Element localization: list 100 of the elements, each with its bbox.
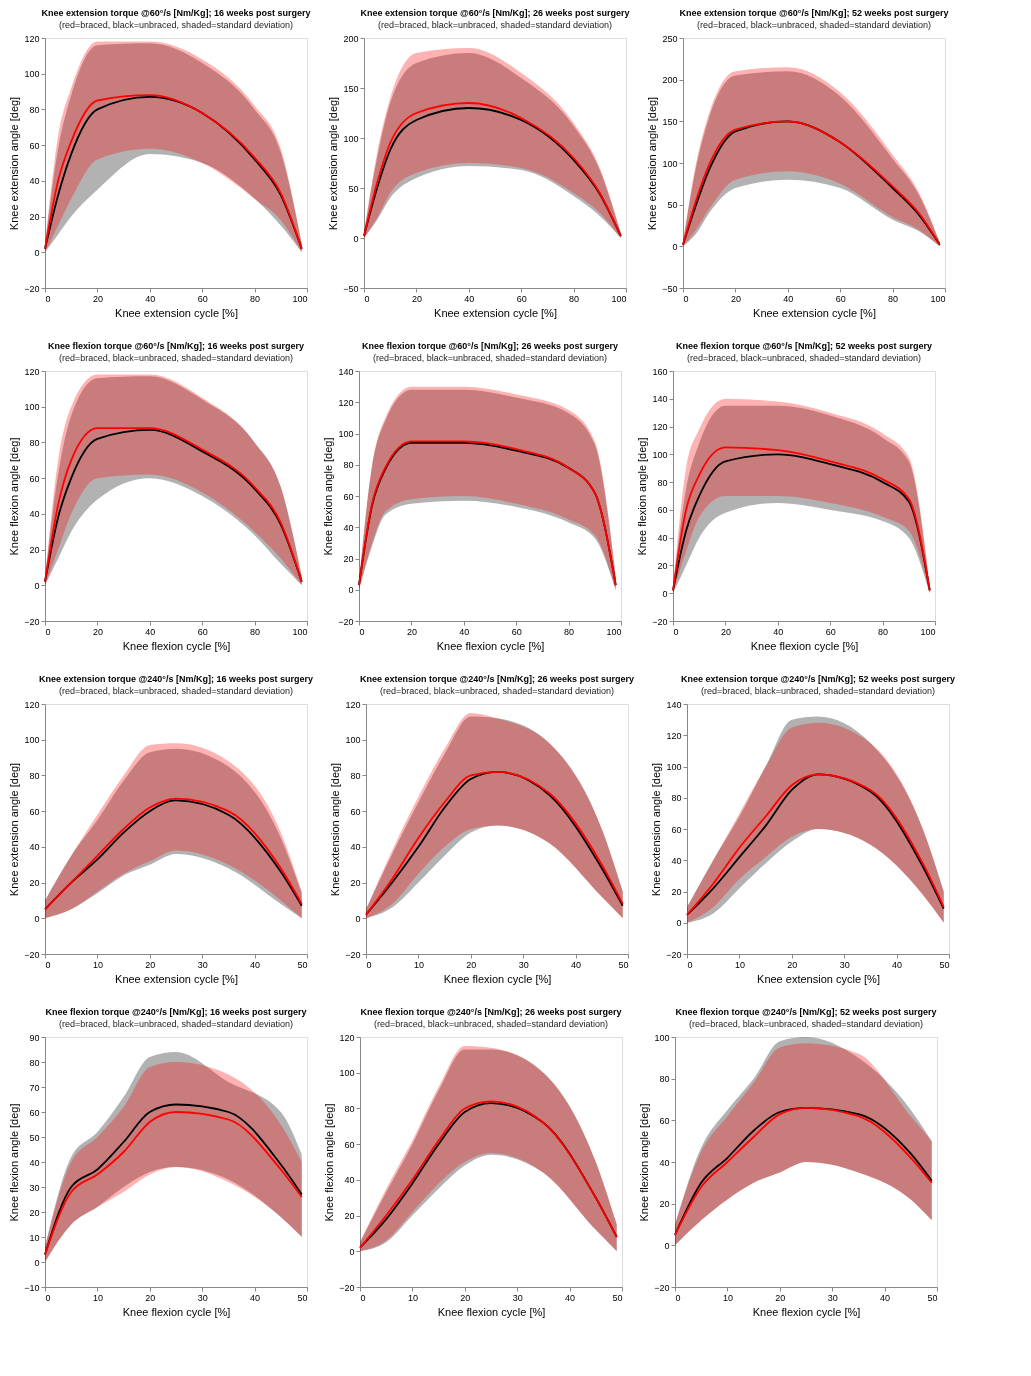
y-tick-label: 0	[34, 913, 40, 924]
chart-title: Knee extension torque @60°/s [Nm/Kg]; 26 weeks post surgery	[360, 8, 630, 18]
x-tick-label: 60	[197, 626, 208, 637]
y-tick-label: 100	[666, 762, 682, 772]
y-tick-label: 40	[29, 842, 40, 853]
y-tick-label: 100	[24, 735, 40, 746]
y-tick-label: −20	[338, 616, 354, 627]
y-tick-label: 80	[29, 770, 40, 781]
y-tick-label: 60	[657, 505, 668, 516]
x-tick-label: 80	[888, 293, 899, 304]
y-axis-title: Knee extension angle [deg]	[8, 96, 21, 231]
y-tick-label: 20	[29, 545, 40, 556]
y-tick-label: 0	[664, 1240, 670, 1251]
x-tick-label: 60	[197, 293, 208, 304]
x-tick-label: 80	[569, 293, 580, 304]
x-tick-label: 20	[730, 293, 741, 304]
y-tick-label: 80	[343, 460, 354, 471]
y-tick-label: 120	[345, 699, 361, 710]
y-tick-label: 0	[355, 913, 361, 924]
line-series	[682, 120, 941, 246]
y-tick-label: −20	[666, 949, 682, 960]
y-tick-label: 20	[29, 878, 40, 889]
x-tick-label: 60	[511, 626, 522, 637]
chart-title: Knee flexion torque @60°/s [Nm/Kg]; 16 weeks post surgery	[48, 341, 304, 351]
y-tick-label: 60	[350, 806, 361, 817]
y-tick-label: 40	[350, 842, 361, 853]
y-tick-label: 160	[652, 366, 668, 377]
x-tick-label: 50	[927, 1292, 938, 1303]
y-tick-label: 60	[29, 806, 40, 817]
x-axis-title: Knee flexion cycle [%]	[752, 1305, 861, 1318]
x-tick-label: 40	[250, 959, 261, 970]
y-tick-label: 80	[671, 793, 682, 804]
x-tick-label: 40	[892, 959, 903, 970]
x-tick-label: 0	[45, 1292, 51, 1303]
y-tick-label: 140	[338, 366, 354, 377]
y-tick-label: 80	[29, 1057, 40, 1068]
chart-subtitle: (red=braced, black=unbraced, shaded=standard deviation)	[687, 353, 921, 363]
y-tick-label: 0	[34, 580, 40, 591]
x-tick-label: 60	[516, 293, 527, 304]
x-tick-label: 100	[292, 293, 308, 304]
x-tick-label: 20	[406, 626, 417, 637]
x-tick-label: 20	[775, 1292, 786, 1303]
x-axis-title: Knee extension cycle [%]	[753, 306, 876, 319]
x-tick-label: 0	[364, 293, 370, 304]
x-tick-label: 30	[197, 959, 208, 970]
x-axis-title: Knee extension cycle [%]	[115, 306, 238, 319]
y-tick-label: 140	[652, 394, 668, 405]
chart-subtitle: (red=braced, black=unbraced, shaded=standard deviation)	[697, 20, 931, 30]
x-tick-label: 40	[145, 293, 156, 304]
x-tick-label: 80	[564, 626, 575, 637]
y-tick-label: 250	[662, 33, 678, 44]
x-tick-label: 100	[611, 293, 627, 304]
x-tick-label: 40	[571, 959, 582, 970]
chart-subtitle: (red=braced, black=unbraced, shaded=standard deviation)	[378, 20, 612, 30]
chart-title: Knee flexion torque @240°/s [Nm/Kg]; 26 weeks post surgery	[360, 1007, 622, 1017]
x-tick-label: 10	[722, 1292, 733, 1303]
y-tick-label: 20	[659, 1199, 670, 1210]
y-tick-label: 80	[350, 770, 361, 781]
y-tick-label: −50	[343, 283, 359, 294]
y-tick-label: 20	[343, 554, 354, 564]
y-tick-label: −50	[662, 283, 678, 294]
y-tick-label: 0	[349, 1246, 355, 1257]
y-tick-label: 0	[353, 233, 359, 244]
y-tick-label: 40	[343, 522, 354, 533]
y-tick-label: 40	[29, 1157, 40, 1168]
x-tick-label: 50	[618, 959, 629, 970]
y-tick-label: 80	[29, 104, 40, 115]
x-tick-label: 20	[466, 959, 477, 970]
y-axis-title: Knee flexion angle [deg]	[323, 1103, 336, 1222]
x-axis-title: Knee flexion cycle [%]	[122, 1305, 231, 1318]
x-tick-label: 50	[939, 959, 950, 970]
y-tick-label: −20	[652, 616, 668, 627]
x-tick-label: 0	[45, 293, 51, 304]
y-tick-label: −20	[345, 949, 361, 960]
y-tick-label: 100	[339, 1068, 355, 1079]
y-tick-label: 60	[671, 824, 682, 835]
y-tick-label: 50	[667, 200, 678, 211]
y-tick-label: 40	[344, 1175, 355, 1186]
y-tick-label: 120	[24, 366, 40, 377]
x-tick-label: 40	[459, 626, 470, 637]
x-tick-label: 100	[920, 626, 936, 637]
y-tick-label: 120	[652, 422, 668, 433]
y-tick-label: 60	[659, 1115, 670, 1126]
x-tick-label: 0	[683, 293, 689, 304]
y-tick-label: 120	[666, 730, 682, 741]
chart-subtitle: (red=braced, black=unbraced, shaded=standard deviation)	[374, 1019, 608, 1029]
x-tick-label: 10	[92, 1292, 103, 1303]
chart-title: Knee extension torque @240°/s [Nm/Kg]; 16 weeks post surgery	[39, 674, 313, 684]
x-tick-label: 60	[835, 293, 846, 304]
chart-title: Knee flexion torque @240°/s [Nm/Kg]; 16 weeks post surgery	[45, 1007, 307, 1017]
y-tick-label: 150	[343, 83, 359, 94]
y-tick-label: 0	[676, 918, 682, 929]
x-tick-label: 40	[565, 1292, 576, 1303]
y-tick-label: 150	[662, 116, 678, 127]
x-tick-label: 0	[687, 959, 693, 970]
x-tick-label: 40	[773, 626, 784, 637]
x-axis-title: Knee flexion cycle [%]	[750, 639, 859, 652]
y-axis-title: Knee extension angle [deg]	[646, 96, 659, 231]
y-tick-label: 20	[657, 560, 668, 571]
y-tick-label: 100	[338, 429, 354, 439]
